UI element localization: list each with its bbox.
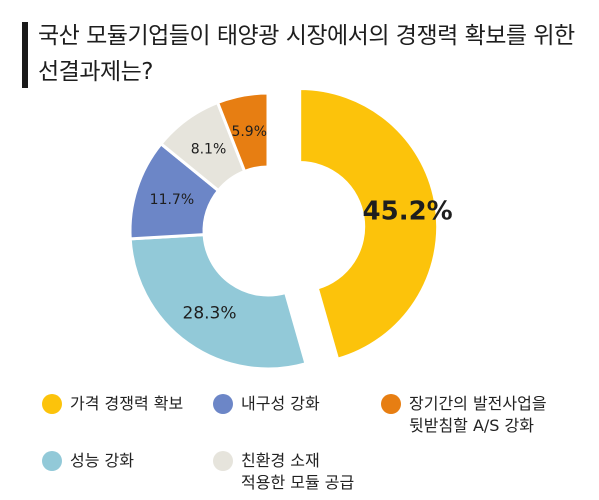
legend-swatch-price [42,394,62,414]
donut-chart: 45.2% 28.3% 11.7% 8.1%5.9% [128,87,453,371]
slice-performance [128,233,308,371]
label-durability: 11.7% [150,192,194,208]
title-accent-bar [22,22,28,88]
chart-title: 국산 모듈기업들이 태양광 시장에서의 경쟁력 확보를 위한 선결과제는? [38,23,575,85]
legend-swatch-as [381,394,401,414]
legend-swatch-eco [213,451,233,471]
legend-item-durability: 내구성 강화 [213,393,320,415]
label-eco: 8.1% [191,141,227,157]
legend-label-eco: 친환경 소재 적용한 모듈 공급 [241,451,355,492]
label-price: 45.2% [363,196,453,226]
legend-label-price: 가격 경쟁력 확보 [70,394,184,413]
legend-item-as: 장기간의 발전사업을 뒷받침할 A/S 강화 [381,393,547,437]
slice-as [216,91,270,173]
legend-item-performance: 성능 강화 [42,450,134,472]
legend-swatch-durability [213,394,233,414]
slice-price [298,87,440,361]
legend-label-as: 장기간의 발전사업을 뒷받침할 A/S 강화 [409,394,547,435]
legend-label-durability: 내구성 강화 [241,394,320,413]
legend-item-price: 가격 경쟁력 확보 [42,393,183,415]
legend-label-performance: 성능 강화 [70,451,134,470]
label-as: 5.9% [231,124,267,140]
label-performance: 28.3% [183,303,237,323]
legend-item-eco: 친환경 소재 적용한 모듈 공급 [213,450,354,494]
legend-swatch-performance [42,451,62,471]
